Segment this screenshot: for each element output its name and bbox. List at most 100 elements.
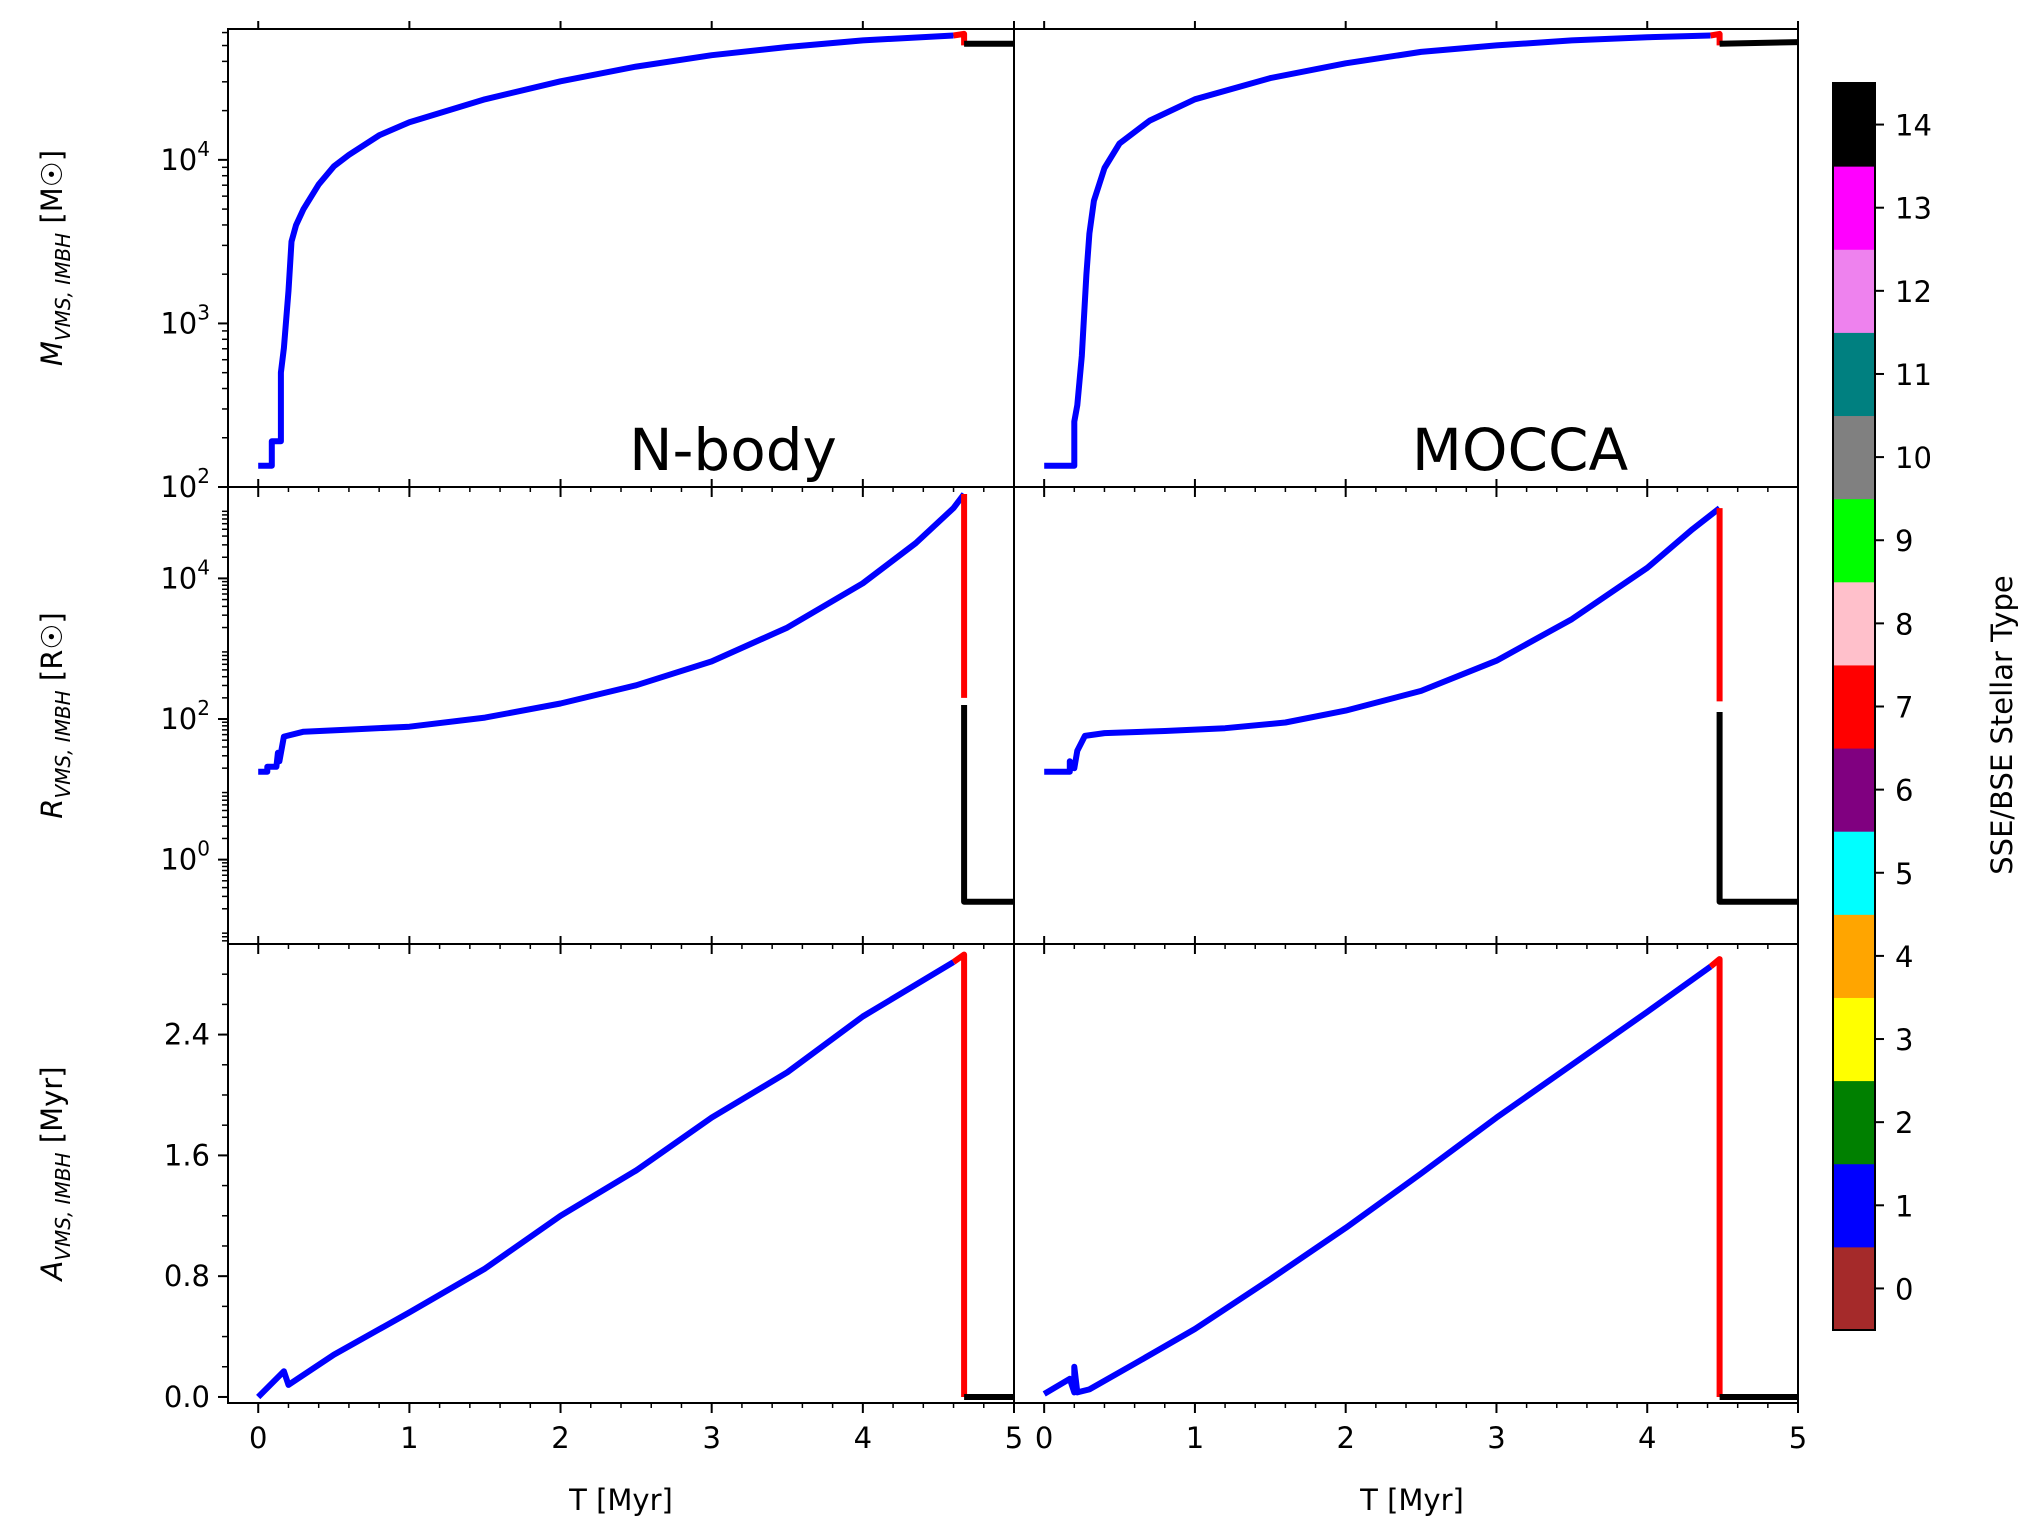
colorbar-tick-label: 10	[1895, 441, 1932, 475]
x-axis-label-left: T [Myr]	[568, 1483, 673, 1517]
colorbar-swatch-6	[1833, 748, 1875, 832]
colorbar-swatch-10	[1833, 415, 1875, 500]
y-label-subscript: VMS, IMBH	[51, 1152, 75, 1260]
y-label-subscript: VMS, IMBH	[51, 233, 75, 341]
colorbar-tick-label: 13	[1895, 192, 1932, 226]
series-blue-line	[258, 492, 967, 775]
x-tick-label: 0	[1035, 1421, 1053, 1455]
y-label-subscript: VMS, IMBH	[51, 690, 75, 798]
colorbar-swatch-13	[1833, 166, 1875, 250]
y-axis-label-age: AVMS, IMBH [Myr]	[35, 1066, 75, 1282]
colorbar-tick-label: 7	[1895, 691, 1913, 725]
colorbar-swatch-5	[1833, 831, 1875, 915]
colorbar-tick-label: 14	[1895, 109, 1932, 143]
y-tick-exponent: 3	[197, 300, 210, 324]
y-tick-exponent: 4	[197, 137, 210, 161]
x-tick-label: 1	[1186, 1421, 1204, 1455]
panel-n-body-radius	[227, 479, 1015, 954]
series-black-line	[961, 705, 1014, 905]
x-tick-label: 4	[1638, 1421, 1656, 1455]
y-tick-label: 100	[160, 837, 210, 877]
panel-frame	[227, 28, 1015, 488]
colorbar-tick-label: 8	[1895, 607, 1913, 641]
colorbar-tick-label: 6	[1895, 774, 1913, 808]
colorbar-swatch-2	[1833, 1080, 1875, 1165]
series-blue-line	[256, 959, 956, 1400]
y-tick-exponent: 0	[197, 837, 210, 861]
panel-frame	[1013, 486, 1799, 945]
colorbar-swatch-8	[1833, 581, 1875, 666]
y-tick-exponent: 2	[197, 696, 210, 720]
y-label-symbol: R	[35, 799, 69, 819]
x-tick-label: 0	[249, 1421, 267, 1455]
colorbar-tick-label: 12	[1895, 275, 1932, 309]
panel-n-body-age	[227, 936, 1015, 1413]
y-tick-label: 102	[160, 696, 210, 736]
colorbar-frame	[1832, 82, 1876, 1331]
colorbar-tick-label: 2	[1895, 1106, 1913, 1140]
series-blue-line	[1042, 964, 1713, 1397]
colorbar-tick-label: 3	[1895, 1023, 1913, 1057]
series-red-line	[1708, 956, 1723, 1397]
y-tick-label: 102	[160, 464, 210, 504]
colorbar-swatch-11	[1833, 332, 1875, 417]
y-axis-mass: 102 103 104 MVMS, IMBH [M☉]	[35, 31, 228, 504]
colorbar-tick-label: 5	[1895, 857, 1913, 891]
panel-mocca-mass	[1013, 21, 1799, 497]
y-tick-label: 104	[160, 555, 210, 595]
x-tick-label: 1	[400, 1421, 418, 1455]
y-axis-age: 0.0 0.8 1.6 2.4 AVMS, IMBH [Myr]	[35, 973, 228, 1414]
series-black-line	[1716, 712, 1798, 905]
series-blue-line	[1044, 505, 1722, 775]
panel-frame	[227, 943, 1015, 1404]
x-axis-label-right: T [Myr]	[1359, 1483, 1464, 1517]
y-tick-label: 2.4	[164, 1018, 210, 1052]
colorbar-tick-label: 11	[1895, 358, 1932, 392]
y-tick-label: 103	[160, 300, 210, 340]
y-axis-label-radius: RVMS, IMBH [R☉]	[35, 612, 75, 818]
y-tick-exponent: 4	[197, 555, 210, 579]
y-label-unit: [Myr]	[35, 1066, 69, 1152]
colorbar-swatch-9	[1833, 498, 1875, 583]
colorbar-swatch-14	[1833, 83, 1875, 167]
colorbar-tick-label: 0	[1895, 1272, 1913, 1306]
colorbar-swatch-4	[1833, 914, 1875, 998]
y-tick-label: 0.8	[164, 1259, 210, 1293]
colorbar-swatch-1	[1833, 1163, 1875, 1248]
colorbar-tick-label: 9	[1895, 524, 1913, 558]
series-black-line	[1719, 39, 1799, 47]
panel-mocca-age	[1013, 936, 1799, 1413]
y-axis-radius: 100 102 104 RVMS, IMBH [R☉]	[35, 510, 228, 942]
y-label-unit: [R☉]	[35, 612, 69, 690]
x-tick-label: 5	[1005, 1421, 1023, 1455]
y-label-symbol: A	[35, 1261, 69, 1283]
x-tick-label: 3	[702, 1421, 720, 1455]
y-tick-label: 104	[160, 137, 210, 177]
colorbar-tick-label: 4	[1895, 940, 1913, 974]
x-tick-label: 2	[551, 1421, 569, 1455]
panel-n-body-mass	[227, 21, 1015, 497]
colorbar-label: SSE/BSE Stellar Type	[1985, 575, 2019, 875]
series-blue-line	[258, 32, 954, 469]
y-axis-label-mass: MVMS, IMBH [M☉]	[35, 150, 75, 366]
colorbar-swatch-12	[1833, 249, 1875, 333]
colorbar-swatch-3	[1833, 997, 1875, 1082]
y-label-symbol: M	[35, 341, 69, 366]
y-tick-label: 1.6	[164, 1138, 210, 1172]
panel-frame	[1013, 28, 1799, 488]
y-tick-exponent: 2	[197, 464, 210, 488]
series-red-line	[1710, 30, 1723, 46]
colorbar-swatch-0	[1833, 1246, 1875, 1331]
x-tick-label: 2	[1336, 1421, 1354, 1455]
series-blue-line	[1044, 32, 1711, 469]
panel-label-mocca: MOCCA	[1412, 416, 1629, 484]
y-label-unit: [M☉]	[35, 150, 69, 233]
colorbar-swatch-7	[1833, 664, 1875, 749]
series-red-line	[951, 951, 968, 1397]
panel-frame	[1013, 943, 1799, 1404]
panel-mocca-radius	[1013, 479, 1799, 954]
x-tick-label: 4	[854, 1421, 872, 1455]
